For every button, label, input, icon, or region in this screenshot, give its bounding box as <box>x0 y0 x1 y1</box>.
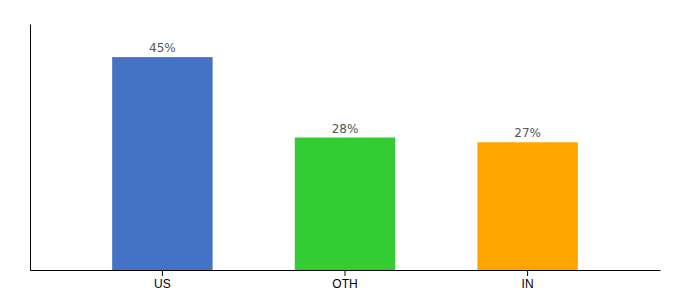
data-labels: 45% 28% 27% <box>149 41 541 140</box>
x-tick: IN <box>522 270 534 291</box>
bar <box>295 138 395 270</box>
x-tick-mark <box>162 270 163 276</box>
y-axis <box>30 25 31 271</box>
x-tick: US <box>154 270 171 291</box>
x-tick-label: OTH <box>332 277 357 291</box>
data-label: 27% <box>514 126 541 140</box>
x-axis: US OTH IN <box>31 270 661 291</box>
x-tick-mark <box>527 270 528 276</box>
x-tick-label: US <box>154 277 171 291</box>
chart-svg: US OTH IN 45% 28% 27% <box>0 0 680 300</box>
y-axis-line <box>30 25 31 271</box>
data-label: 28% <box>332 122 359 136</box>
data-label: 45% <box>149 41 176 55</box>
x-tick: OTH <box>332 270 357 291</box>
bar <box>477 142 577 270</box>
x-tick-label: IN <box>522 277 534 291</box>
x-tick-mark <box>345 270 346 276</box>
plot-area: US OTH IN 45% 28% 27% <box>31 25 661 291</box>
bars <box>112 57 578 270</box>
chart-container: US OTH IN 45% 28% 27% <box>0 0 680 300</box>
bar <box>112 57 212 270</box>
